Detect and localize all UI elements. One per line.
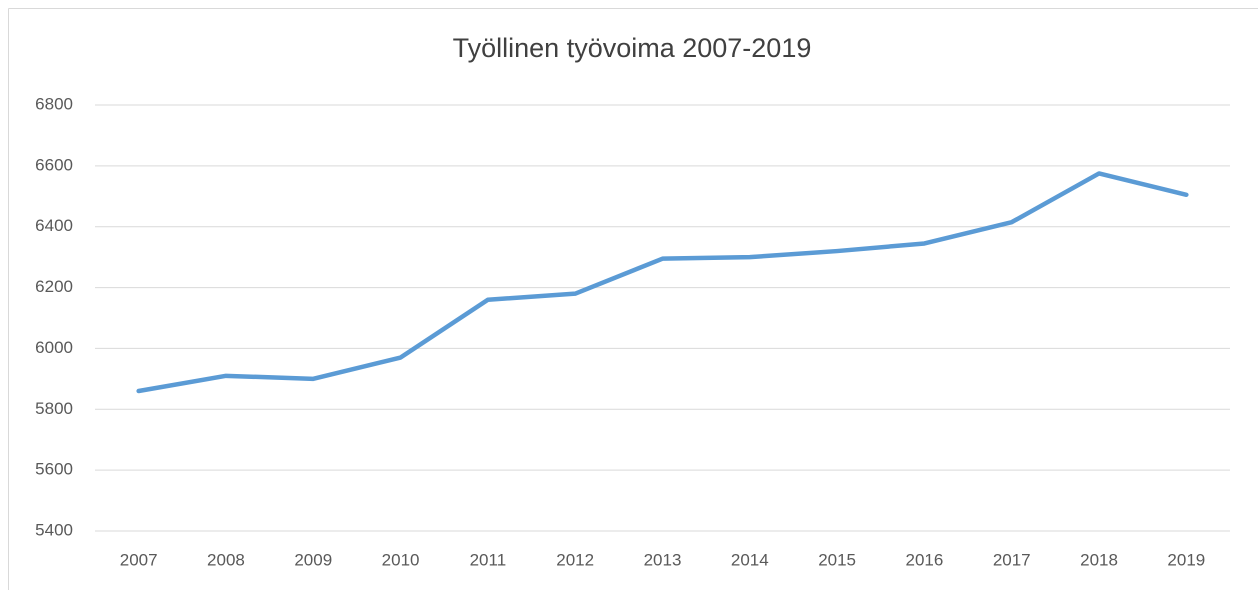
y-tick-label: 5400	[35, 520, 73, 539]
x-tick-label: 2010	[382, 550, 420, 569]
y-tick-label: 5800	[35, 399, 73, 418]
y-tick-label: 6200	[35, 277, 73, 296]
y-tick-label: 6800	[35, 94, 73, 113]
y-tick-label: 6600	[35, 155, 73, 174]
x-tick-label: 2008	[207, 550, 245, 569]
y-tick-label: 6000	[35, 338, 73, 357]
x-tick-label: 2015	[818, 550, 856, 569]
x-tick-label: 2018	[1080, 550, 1118, 569]
x-tick-label: 2017	[993, 550, 1031, 569]
chart-title: Työllinen työvoima 2007-2019	[453, 33, 812, 63]
y-tick-label: 5600	[35, 460, 73, 479]
x-tick-label: 2013	[644, 550, 682, 569]
x-tick-label: 2009	[294, 550, 332, 569]
x-tick-label: 2011	[470, 550, 507, 569]
x-tick-label: 2014	[731, 550, 769, 569]
x-tick-label: 2019	[1167, 550, 1205, 569]
x-tick-label: 2007	[120, 550, 158, 569]
y-tick-label: 6400	[35, 216, 73, 235]
x-tick-label: 2012	[556, 550, 594, 569]
data-line	[136, 171, 1189, 394]
x-tick-label: 2016	[906, 550, 944, 569]
